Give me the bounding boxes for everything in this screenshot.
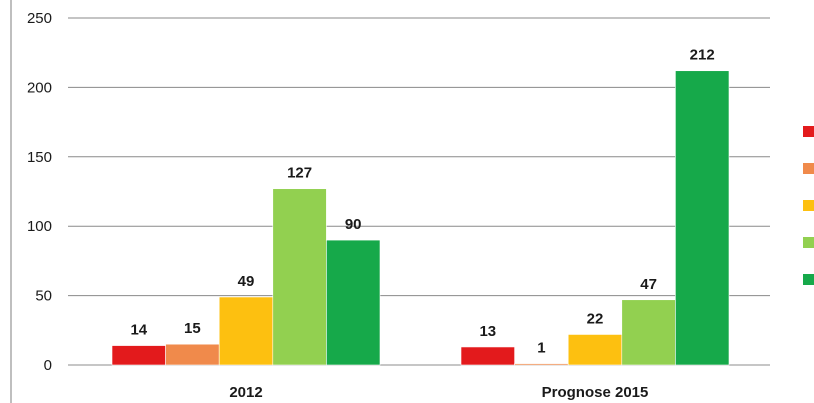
bar-1-2 [165,343,220,366]
bar-2-4 [621,299,676,366]
y-tick-label-150: 150 [27,149,52,166]
bar-2-3 [567,334,623,366]
data-labels: 14 15 49 127 90 13 1 22 47 212 [130,47,714,357]
x-axis: 2012 Prognose 2015 [229,384,648,401]
bar-1-3 [218,296,274,366]
bars [111,70,730,366]
data-label-1-4: 127 [287,165,312,182]
legend-swatch-5 [803,274,814,285]
bar-1-5 [326,239,381,366]
data-label-1-1: 14 [130,322,147,339]
data-label-1-2: 15 [184,320,201,337]
x-category-label-1: 2012 [229,384,262,401]
legend-swatch-4 [803,237,814,248]
legend-swatch-3 [803,200,814,211]
bar-1-4 [272,188,327,366]
legend-swatch-1 [803,126,814,137]
data-label-2-3: 22 [587,310,604,327]
bar-2-1 [460,346,515,366]
y-tick-label-200: 200 [27,79,52,96]
bar-1-1 [111,345,166,366]
y-tick-label-0: 0 [44,357,52,374]
data-label-2-1: 13 [479,323,496,340]
data-label-2-5: 212 [690,47,715,64]
legend [803,126,814,285]
data-label-1-5: 90 [345,216,362,233]
legend-swatch-2 [803,163,814,174]
bar-2-5 [675,70,730,366]
data-label-2-4: 47 [640,276,657,293]
data-label-1-3: 49 [238,273,255,290]
y-tick-label-50: 50 [35,288,52,305]
y-tick-label-100: 100 [27,218,52,235]
data-label-2-2: 1 [537,340,545,357]
x-category-label-2: Prognose 2015 [542,384,649,401]
bar-2-2 [514,363,569,366]
y-tick-label-250: 250 [27,10,52,27]
y-axis-ticks: 0 50 100 150 200 250 [27,10,52,374]
